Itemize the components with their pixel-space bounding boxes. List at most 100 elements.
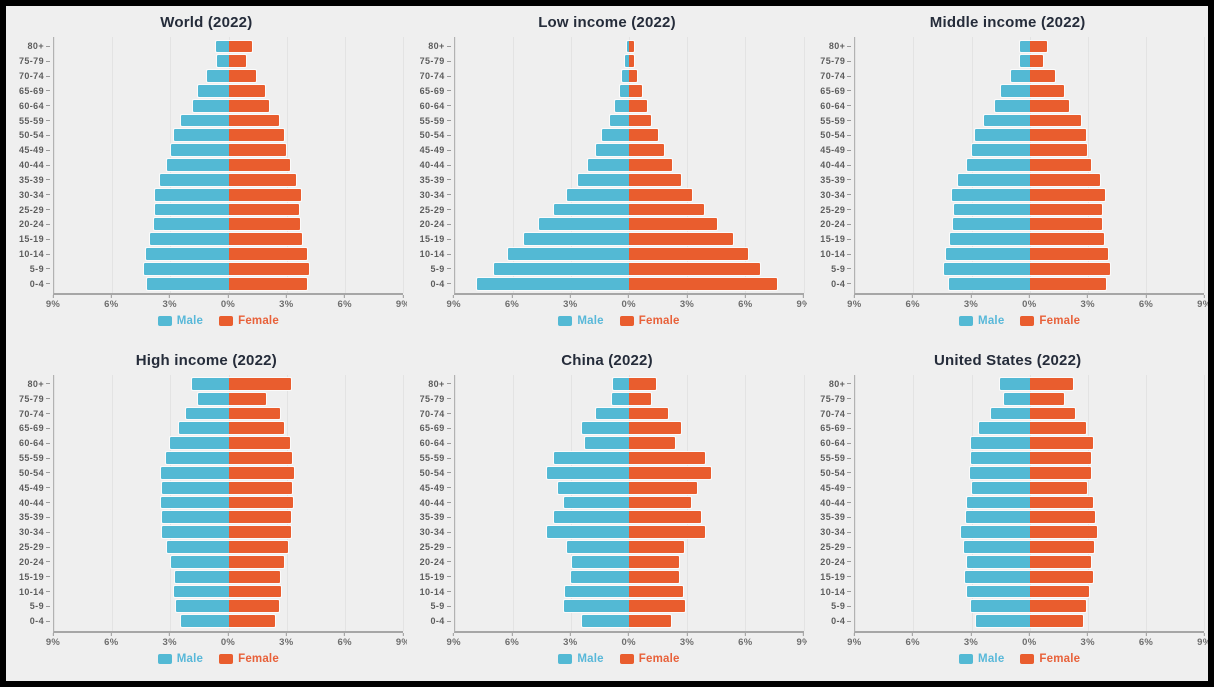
legend-item-female[interactable]: Female — [1020, 315, 1080, 327]
female-bar[interactable] — [1029, 217, 1103, 232]
male-bar[interactable] — [149, 232, 229, 247]
female-bar[interactable] — [1029, 495, 1094, 510]
legend-item-female[interactable]: Female — [619, 315, 680, 327]
male-bar[interactable] — [153, 202, 229, 217]
female-bar[interactable] — [1029, 391, 1065, 406]
female-bar[interactable] — [228, 377, 292, 391]
male-bar[interactable] — [613, 98, 630, 113]
male-bar[interactable] — [973, 128, 1030, 143]
female-bar[interactable] — [228, 510, 292, 525]
female-bar[interactable] — [629, 406, 669, 421]
male-bar[interactable] — [545, 465, 630, 480]
female-bar[interactable] — [1029, 128, 1088, 143]
female-bar[interactable] — [228, 172, 298, 187]
male-bar[interactable] — [196, 83, 229, 98]
male-bar[interactable] — [566, 540, 630, 554]
legend-item-female[interactable]: Female — [1020, 653, 1080, 665]
male-bar[interactable] — [545, 525, 630, 540]
male-bar[interactable] — [583, 436, 630, 451]
male-bar[interactable] — [169, 436, 229, 451]
female-bar[interactable] — [1029, 480, 1088, 495]
legend-item-female[interactable]: Female — [219, 653, 279, 665]
female-bar[interactable] — [1029, 406, 1077, 421]
male-bar[interactable] — [948, 276, 1030, 291]
female-bar[interactable] — [1029, 421, 1088, 436]
female-bar[interactable] — [629, 451, 706, 465]
male-bar[interactable] — [165, 540, 229, 554]
male-bar[interactable] — [170, 143, 229, 158]
female-bar[interactable] — [1029, 569, 1094, 584]
male-bar[interactable] — [965, 158, 1030, 172]
female-bar[interactable] — [629, 261, 761, 276]
female-bar[interactable] — [629, 54, 635, 69]
male-bar[interactable] — [993, 98, 1030, 113]
male-bar[interactable] — [570, 569, 630, 584]
male-bar[interactable] — [173, 584, 229, 599]
female-bar[interactable] — [629, 113, 653, 128]
male-bar[interactable] — [143, 261, 229, 276]
female-bar[interactable] — [1029, 113, 1083, 128]
female-bar[interactable] — [629, 495, 693, 510]
male-bar[interactable] — [493, 261, 630, 276]
male-bar[interactable] — [146, 276, 229, 291]
male-bar[interactable] — [965, 554, 1030, 569]
male-bar[interactable] — [968, 465, 1030, 480]
male-bar[interactable] — [158, 172, 229, 187]
legend-item-male[interactable]: Male — [959, 315, 1004, 327]
male-bar[interactable] — [552, 202, 630, 217]
female-bar[interactable] — [1029, 83, 1065, 98]
female-bar[interactable] — [1029, 158, 1092, 172]
female-bar[interactable] — [228, 451, 294, 465]
legend-item-male[interactable]: Male — [558, 315, 604, 327]
female-bar[interactable] — [1029, 54, 1045, 69]
female-bar[interactable] — [228, 261, 310, 276]
male-bar[interactable] — [1002, 391, 1030, 406]
male-bar[interactable] — [962, 540, 1030, 554]
male-bar[interactable] — [173, 128, 229, 143]
female-bar[interactable] — [228, 614, 276, 629]
male-bar[interactable] — [180, 113, 229, 128]
female-bar[interactable] — [1029, 247, 1110, 261]
female-bar[interactable] — [228, 495, 295, 510]
female-bar[interactable] — [629, 69, 638, 83]
female-bar[interactable] — [629, 614, 672, 629]
female-bar[interactable] — [1029, 143, 1088, 158]
male-bar[interactable] — [1010, 69, 1030, 83]
male-bar[interactable] — [990, 406, 1030, 421]
male-bar[interactable] — [178, 421, 229, 436]
female-bar[interactable] — [1029, 525, 1098, 540]
female-bar[interactable] — [629, 276, 779, 291]
male-bar[interactable] — [595, 143, 630, 158]
female-bar[interactable] — [228, 187, 303, 202]
female-bar[interactable] — [228, 554, 285, 569]
female-bar[interactable] — [1029, 510, 1096, 525]
female-bar[interactable] — [629, 569, 680, 584]
female-bar[interactable] — [228, 128, 285, 143]
male-bar[interactable] — [190, 377, 229, 391]
female-bar[interactable] — [228, 113, 280, 128]
female-bar[interactable] — [1029, 554, 1092, 569]
female-bar[interactable] — [629, 172, 683, 187]
male-bar[interactable] — [970, 480, 1030, 495]
male-bar[interactable] — [610, 391, 630, 406]
female-bar[interactable] — [629, 247, 750, 261]
female-bar[interactable] — [228, 202, 301, 217]
male-bar[interactable] — [951, 187, 1030, 202]
female-bar[interactable] — [228, 569, 281, 584]
female-bar[interactable] — [228, 421, 285, 436]
female-bar[interactable] — [629, 465, 712, 480]
male-bar[interactable] — [965, 584, 1030, 599]
female-bar[interactable] — [629, 187, 694, 202]
male-bar[interactable] — [522, 232, 630, 247]
female-bar[interactable] — [1029, 39, 1049, 54]
male-bar[interactable] — [1019, 39, 1030, 54]
male-bar[interactable] — [969, 599, 1030, 614]
male-bar[interactable] — [557, 480, 630, 495]
male-bar[interactable] — [974, 614, 1030, 629]
female-bar[interactable] — [629, 421, 683, 436]
male-bar[interactable] — [626, 39, 630, 54]
male-bar[interactable] — [191, 98, 229, 113]
male-bar[interactable] — [595, 406, 630, 421]
male-bar[interactable] — [475, 276, 630, 291]
male-bar[interactable] — [944, 247, 1030, 261]
